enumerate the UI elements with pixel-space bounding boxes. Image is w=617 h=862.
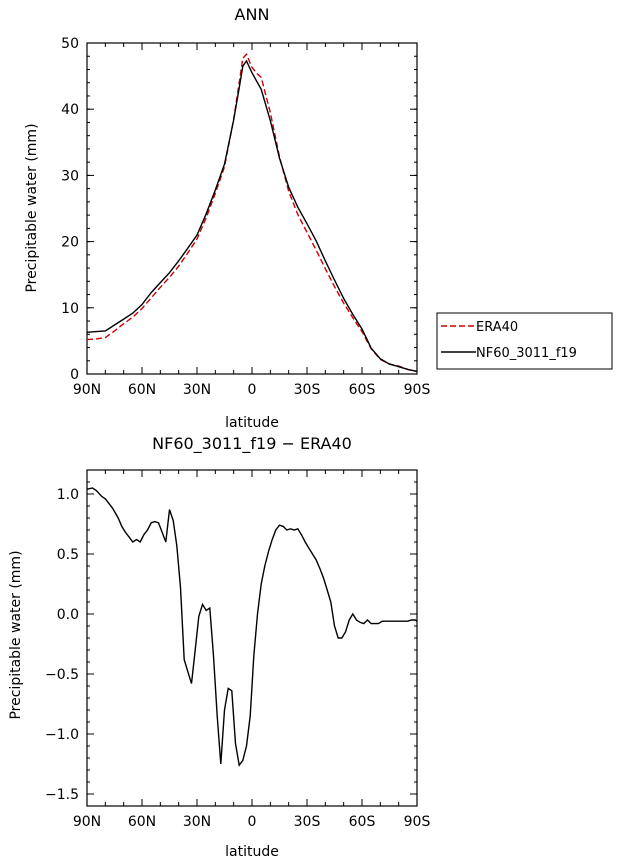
- legend-box: [436, 312, 613, 370]
- top-series-line-era40: [86, 53, 418, 373]
- top-series-group: [86, 53, 418, 373]
- top-y-tick-label: 10: [61, 301, 79, 317]
- legend-label-era40: ERA40: [476, 320, 518, 335]
- bottom-x-tick-label: 90S: [404, 814, 431, 830]
- top-plot-frame: [86, 42, 418, 375]
- bottom-x-tick-label: 0: [248, 814, 257, 830]
- top-ticks: 90N 60N 30N 0 30S 60S 90S 0 10 20 30 40 50: [61, 36, 430, 398]
- bottom-y-axis-label: Precipitable water (mm): [8, 550, 24, 719]
- bottom-y-tick-label: 0.5: [57, 547, 79, 563]
- top-x-tick-label: 90S: [404, 382, 431, 398]
- bottom-y-tick-label: −0.5: [45, 667, 79, 683]
- bottom-y-tick-label: 1.0: [57, 487, 79, 503]
- top-plot-title: ANN: [235, 5, 270, 24]
- bottom-plot-title: NF60_3011_f19 − ERA40: [152, 434, 352, 454]
- bottom-series-line-0: [86, 487, 418, 767]
- top-x-tick-label: 30N: [183, 382, 211, 398]
- bottom-ticks: 90N 60N 30N 0 30S 60S 90S −1.5 −1.0 −0.5 0.0 0.5 1.0: [45, 469, 431, 830]
- top-x-tick-label: 30S: [294, 382, 321, 398]
- bottom-y-tick-label: −1.5: [45, 787, 79, 803]
- top-x-tick-label: 90N: [73, 382, 101, 398]
- bottom-x-tick-label: 30N: [183, 814, 211, 830]
- top-y-axis-label: Precipitable water (mm): [24, 123, 40, 292]
- bottom-x-tick-label: 60N: [128, 814, 156, 830]
- top-x-tick-label: 0: [248, 382, 257, 398]
- top-y-tick-label: 20: [61, 235, 79, 251]
- top-y-tick-label: 50: [61, 36, 79, 52]
- top-series-line-nf60-3011-f19: [86, 59, 418, 373]
- bottom-x-axis-label: latitude: [225, 844, 279, 860]
- top-x-axis-label: latitude: [225, 415, 279, 431]
- legend: ERA40 NF60_3011_f19: [436, 312, 613, 370]
- top-x-tick-label: 60S: [349, 382, 376, 398]
- bottom-y-tick-label: 0.0: [57, 607, 79, 623]
- bottom-series-group: [86, 487, 418, 767]
- bottom-x-tick-label: 90N: [73, 814, 101, 830]
- bottom-x-tick-label: 30S: [294, 814, 321, 830]
- top-y-tick-label: 30: [61, 168, 79, 184]
- bottom-y-tick-label: −1.0: [45, 727, 79, 743]
- bottom-panel: NF60_3011_f19 − ERA40 90N 60N 30N 0 30S 60S 90…: [8, 434, 430, 860]
- top-panel: ANN 90N 60N 30N 0 30S 60S 90S 0 10 20 30 40 50 latit…: [24, 5, 613, 431]
- top-y-tick-label: 0: [70, 367, 79, 383]
- bottom-plot-frame: [86, 469, 418, 807]
- top-y-tick-label: 40: [61, 102, 79, 118]
- bottom-x-tick-label: 60S: [349, 814, 376, 830]
- top-x-tick-label: 60N: [128, 382, 156, 398]
- legend-label-nf60: NF60_3011_f19: [476, 346, 577, 361]
